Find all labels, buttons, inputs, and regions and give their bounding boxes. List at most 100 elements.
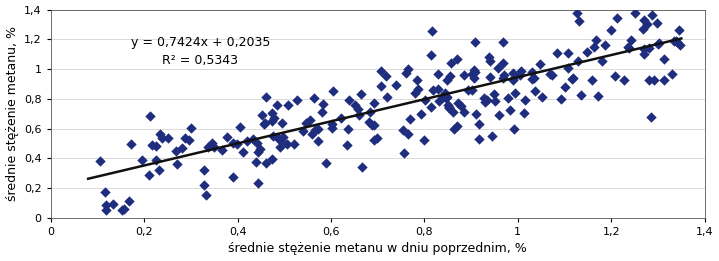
Point	[301, 121, 312, 125]
Point	[508, 127, 520, 131]
Point	[99, 190, 111, 194]
Point	[484, 58, 495, 63]
Point	[258, 121, 270, 126]
Point	[411, 78, 422, 82]
Point	[649, 78, 660, 82]
Point	[176, 146, 188, 150]
Point	[344, 98, 355, 102]
Point	[452, 101, 464, 105]
Point	[420, 98, 431, 102]
Point	[462, 88, 474, 93]
Point	[308, 96, 319, 100]
Point	[271, 103, 283, 108]
Point	[432, 72, 444, 76]
Point	[100, 208, 111, 212]
Point	[581, 50, 592, 54]
Point	[381, 94, 393, 99]
Point	[237, 150, 249, 155]
Point	[282, 103, 293, 107]
Point	[364, 120, 375, 124]
Point	[498, 40, 509, 44]
Point	[451, 57, 462, 62]
Point	[643, 78, 654, 82]
Point	[150, 158, 162, 162]
Point	[600, 43, 611, 47]
Point	[526, 70, 538, 74]
Point	[534, 62, 546, 67]
Point	[503, 96, 514, 100]
Point	[416, 112, 427, 116]
Point	[268, 116, 280, 120]
Point	[162, 136, 173, 140]
Text: R² = 0,5343: R² = 0,5343	[162, 54, 238, 67]
Point	[518, 110, 529, 115]
Point	[444, 105, 455, 109]
Point	[514, 73, 526, 77]
Point	[556, 97, 567, 102]
Point	[449, 127, 460, 131]
Point	[119, 207, 130, 211]
Point	[644, 46, 655, 50]
Point	[674, 43, 686, 48]
Point	[155, 132, 166, 136]
Point	[441, 78, 453, 82]
Point	[611, 16, 623, 20]
Point	[368, 138, 380, 142]
Point	[467, 72, 478, 76]
Point	[470, 111, 482, 116]
Point	[427, 88, 439, 92]
Point	[234, 125, 245, 129]
Point	[150, 144, 162, 148]
Point	[403, 132, 414, 136]
Point	[629, 10, 641, 15]
Point	[504, 108, 516, 112]
Point	[672, 40, 683, 44]
Point	[342, 127, 354, 132]
Point	[336, 116, 347, 120]
Point	[368, 123, 380, 127]
Point	[467, 88, 478, 92]
Point	[203, 145, 214, 149]
Point	[468, 68, 480, 72]
Point	[242, 139, 253, 143]
Point	[198, 183, 209, 187]
Point	[434, 99, 445, 103]
Point	[298, 129, 309, 133]
Point	[143, 173, 155, 177]
Point	[267, 134, 279, 138]
Point	[398, 127, 409, 132]
Point	[487, 134, 498, 138]
Point	[498, 76, 509, 80]
Point	[353, 113, 365, 117]
Point	[546, 73, 558, 77]
Point	[493, 113, 505, 117]
Point	[317, 102, 329, 106]
Point	[275, 138, 287, 143]
Point	[572, 59, 584, 63]
Point	[232, 142, 243, 146]
Point	[490, 98, 501, 103]
Point	[278, 134, 289, 139]
Point	[442, 103, 454, 107]
Point	[443, 105, 454, 110]
Point	[209, 145, 220, 149]
Point	[445, 61, 457, 66]
Point	[380, 74, 392, 78]
Point	[470, 70, 481, 75]
Point	[519, 98, 531, 102]
Point	[562, 66, 574, 70]
Point	[375, 84, 387, 88]
Y-axis label: średnie stężenie metanu, %: średnie stężenie metanu, %	[6, 26, 19, 201]
Point	[216, 148, 227, 152]
Point	[588, 45, 600, 49]
Point	[651, 21, 663, 25]
Point	[267, 111, 278, 115]
Point	[507, 71, 518, 75]
Point	[591, 38, 603, 43]
Point	[275, 145, 286, 149]
Point	[304, 118, 316, 122]
Point	[266, 157, 278, 161]
Point	[179, 135, 191, 140]
Point	[426, 53, 437, 57]
Point	[572, 10, 583, 15]
